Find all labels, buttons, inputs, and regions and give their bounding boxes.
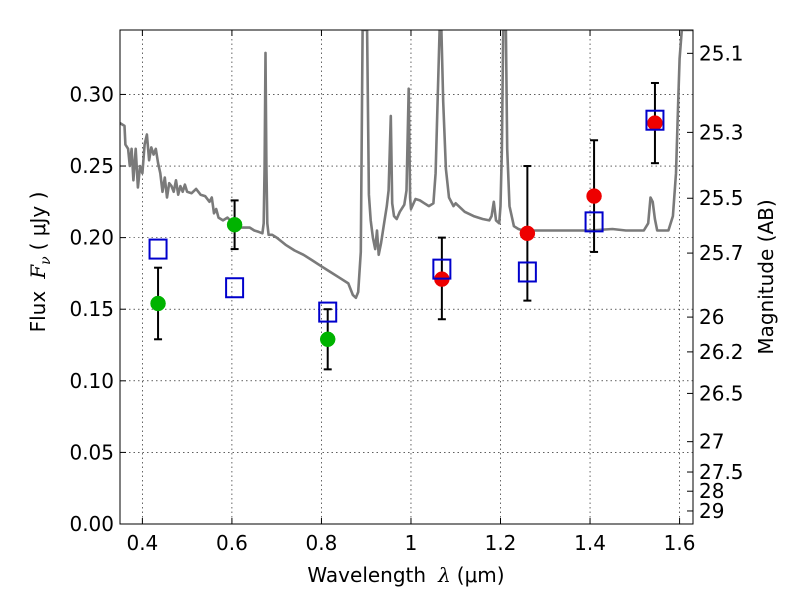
x-axis-label: Wavelength λ (μm) <box>307 563 504 587</box>
x-tick-label: 1.4 <box>574 531 606 555</box>
x-tick-label: 1 <box>405 531 418 555</box>
spectrum-line <box>120 30 693 300</box>
y2-axis-label: Magnitude (AB) <box>754 199 778 354</box>
y2-tick-label: 25.5 <box>699 186 744 210</box>
y2-tick-label: 26 <box>699 305 724 329</box>
x-tick-label: 0.4 <box>126 531 158 555</box>
y2-tick-label: 25.3 <box>699 120 744 144</box>
y2-tick-label: 26.2 <box>699 340 744 364</box>
y2-tick-label: 28 <box>699 479 724 503</box>
x-tick-label: 0.8 <box>306 531 338 555</box>
model-photometry-point <box>432 258 452 280</box>
model-photometry-point <box>645 109 665 131</box>
y-tick-label: 0.30 <box>69 82 114 106</box>
model-photometry-point <box>584 211 604 233</box>
y2-tick-label: 25.1 <box>699 41 744 65</box>
y2-tick-label: 26.5 <box>699 381 744 405</box>
model-photometry-point <box>517 261 537 283</box>
x-tick-label: 1.2 <box>485 531 517 555</box>
x-tick-label: 0.6 <box>216 531 248 555</box>
grid-lines <box>120 30 693 525</box>
observed-optical-point <box>319 331 336 348</box>
model-photometry-point <box>225 277 245 299</box>
observed-nir-point <box>586 188 602 204</box>
model-photometry-point <box>148 238 168 260</box>
observed-nir-point <box>519 225 536 242</box>
model-photometry-point <box>318 301 338 323</box>
data-layer <box>120 30 693 371</box>
y2-tick-label: 27 <box>699 430 724 454</box>
axis-ticks: 0.4 0.6 0.8 1 1.2 1.4 1.6 0.00 0.05 0.10 0.15 0.20 0… <box>69 30 744 555</box>
y-tick-label: 0.25 <box>69 154 114 178</box>
y-tick-label: 0.05 <box>69 440 114 464</box>
y-axis-label: FluxFν( μJy ) <box>26 192 54 333</box>
y2-tick-label: 27.5 <box>699 460 744 484</box>
y-tick-label: 0.00 <box>69 512 114 536</box>
observed-optical-point <box>150 295 166 312</box>
y-tick-label: 0.15 <box>69 297 114 321</box>
x-tick-label: 1.6 <box>664 531 696 555</box>
y-tick-label: 0.20 <box>69 226 114 250</box>
y2-tick-label: 25.7 <box>699 241 744 265</box>
y2-tick-label: 29 <box>699 499 724 523</box>
plot-frame <box>119 29 694 525</box>
y-tick-label: 0.10 <box>69 369 114 393</box>
observed-nir-point <box>647 115 663 131</box>
observed-optical-point <box>226 216 243 233</box>
